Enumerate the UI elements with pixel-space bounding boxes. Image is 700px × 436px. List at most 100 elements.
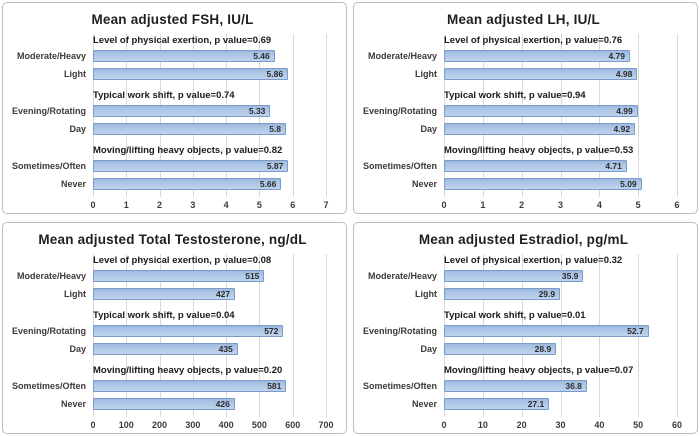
bar-track: 4.98 [444,68,677,80]
x-tick-label: 60 [671,419,683,430]
bar-value-label: 35.9 [561,270,579,281]
x-tick-label: 2 [519,200,525,210]
category-label: Sometimes/Often [11,161,86,171]
bar: 5.09 [444,178,642,190]
category-label: Sometimes/Often [11,380,86,391]
bar-track: 515 [93,269,326,282]
chart-panel-estradiol: Mean adjusted Estradiol, pg/mL Level of … [353,221,698,434]
x-tick-label: 1 [123,200,129,210]
bar-value-label: 4.79 [608,51,625,61]
plot-area: Level of physical exertion, p value=0.32… [360,253,687,417]
bar: 427 [93,287,236,300]
bar-value-label: 4.71 [605,161,622,171]
bar: 4.92 [444,123,636,135]
bar-row: Never 5.66 [9,175,336,193]
bar: 28.9 [444,342,557,355]
group-annotation: Typical work shift, p value=0.01 [444,309,586,321]
x-tick-label: 200 [152,419,168,430]
bar-row: Never 426 [9,395,336,413]
bar-row: Sometimes/Often 36.8 [360,377,687,395]
category-label: Moderate/Heavy [16,270,86,281]
bar: 27.1 [444,397,550,410]
plot-area: Level of physical exertion, p value=0.69… [9,34,336,197]
bar-track: 5.33 [93,105,326,117]
bar-value-label: 5.09 [620,179,637,189]
category-label: Never [60,179,86,189]
bar-track: 5.8 [93,123,326,135]
x-tick-label: 20 [516,419,527,430]
x-tick-label: 10 [477,419,488,430]
bar-row: Moderate/Heavy 35.9 [360,267,687,285]
bar-groups: Level of physical exertion, p value=0.69… [9,34,336,193]
category-label: Never [411,179,437,189]
x-tick-label: 100 [118,419,134,430]
bar-value-label: 426 [215,398,230,409]
bar: 581 [93,379,287,392]
x-tick-label: 5 [635,200,641,210]
bar-row: Day 5.8 [9,120,336,138]
bar-value-label: 27.1 [527,398,545,409]
bar-row: Light 4.98 [360,65,687,83]
gridline [677,34,678,197]
bar: 5.46 [93,50,275,62]
bar-row: Evening/Rotating 52.7 [360,322,687,340]
group-annotation: Typical work shift, p value=0.04 [93,309,235,321]
bar-value-label: 4.99 [616,106,633,116]
group-annotation: Moving/lifting heavy objects, p value=0.… [444,145,634,156]
gridline [326,253,327,417]
bar-row: Moderate/Heavy 5.46 [9,47,336,65]
bar-track: 4.71 [444,160,677,172]
bar-value-label: 28.9 [534,343,552,354]
bar-row: Never 5.09 [360,175,687,193]
category-label: Light [64,288,86,299]
bar: 5.87 [93,160,289,172]
bar-track: 27.1 [444,397,677,410]
bar-track: 36.8 [444,379,677,392]
category-label: Evening/Rotating [363,325,437,336]
x-axis: 0 1 2 3 4 5 6 [441,198,679,213]
bar-group: Typical work shift, p value=0.74 Evening/… [9,89,336,138]
x-tick-label: 5 [256,200,262,210]
bar-group: Typical work shift, p value=0.94 Evening/… [360,89,687,138]
bar: 35.9 [444,269,584,282]
category-label: Moderate/Heavy [367,51,437,61]
chart-title: Mean adjusted Total Testosterone, ng/dL [38,231,307,247]
bar-row: Day 435 [9,340,336,358]
bar-group: Moving/lifting heavy objects, p value=0.… [9,144,336,193]
plot-area: Level of physical exertion, p value=0.76… [360,34,687,197]
gridline [292,34,294,197]
bar-row: Evening/Rotating 4.99 [360,102,687,120]
category-label: Never [60,398,86,409]
bar-track: 5.66 [93,178,326,190]
bar-track: 52.7 [444,324,677,337]
bar-groups: Level of physical exertion, p value=0.08… [9,254,336,413]
category-label: Moderate/Heavy [16,51,86,61]
x-tick-label: 0 [90,200,96,210]
category-label: Day [69,124,86,134]
x-tick-label: 500 [251,419,267,430]
category-label: Light [64,69,86,79]
bar: 4.98 [444,68,638,80]
bar-value-label: 435 [218,343,233,354]
bar: 5.8 [93,123,287,135]
group-annotation: Level of physical exertion, p value=0.08 [93,254,272,266]
bar-groups: Level of physical exertion, p value=0.32… [360,254,687,413]
category-label: Evening/Rotating [363,106,437,116]
bar-value-label: 5.86 [266,69,284,79]
x-tick-label: 6 [290,200,296,210]
x-tick-label: 600 [285,419,301,430]
bar-row: Light 29.9 [360,285,687,303]
bar-group: Level of physical exertion, p value=0.32… [360,254,687,303]
x-tick-label: 2 [157,200,163,210]
bar-group: Moving/lifting heavy objects, p value=0.… [9,364,336,413]
bar: 5.66 [93,178,282,190]
x-tick-label: 0 [441,200,447,210]
bar: 29.9 [444,287,561,300]
bar-row: Evening/Rotating 572 [9,322,336,340]
bar-track: 4.99 [444,105,677,117]
bar: 5.86 [93,68,289,80]
bar-row: Sometimes/Often 5.87 [9,157,336,175]
bar-row: Day 28.9 [360,340,687,358]
x-tick-label: 40 [594,419,605,430]
